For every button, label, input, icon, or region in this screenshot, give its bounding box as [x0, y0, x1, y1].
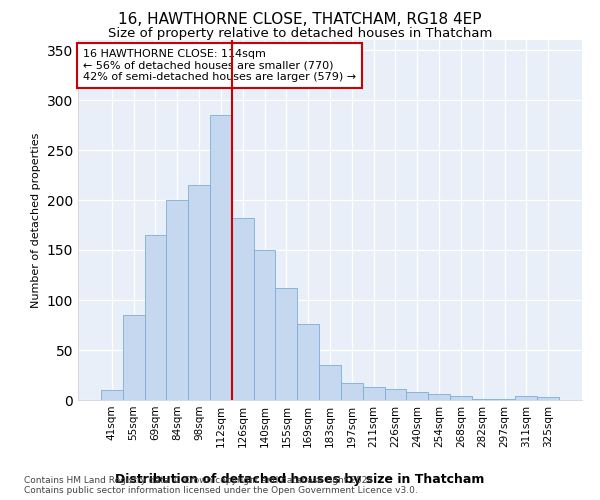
Y-axis label: Number of detached properties: Number of detached properties: [31, 132, 41, 308]
Bar: [123, 315, 145, 400]
Text: Distribution of detached houses by size in Thatcham: Distribution of detached houses by size …: [115, 472, 485, 486]
Bar: [145, 235, 166, 400]
Bar: [537, 397, 559, 400]
Bar: [210, 115, 232, 400]
Bar: [101, 390, 123, 400]
Bar: [515, 396, 537, 400]
Text: 16 HAWTHORNE CLOSE: 114sqm
← 56% of detached houses are smaller (770)
42% of sem: 16 HAWTHORNE CLOSE: 114sqm ← 56% of deta…: [83, 49, 356, 82]
Bar: [232, 218, 254, 400]
Bar: [275, 288, 297, 400]
Text: 16, HAWTHORNE CLOSE, THATCHAM, RG18 4EP: 16, HAWTHORNE CLOSE, THATCHAM, RG18 4EP: [118, 12, 482, 28]
Bar: [450, 396, 472, 400]
Bar: [363, 387, 385, 400]
Bar: [166, 200, 188, 400]
Text: Contains HM Land Registry data © Crown copyright and database right 2024.
Contai: Contains HM Land Registry data © Crown c…: [24, 476, 418, 495]
Bar: [472, 399, 494, 400]
Bar: [319, 365, 341, 400]
Bar: [494, 399, 515, 400]
Bar: [385, 389, 406, 400]
Bar: [341, 383, 363, 400]
Bar: [254, 250, 275, 400]
Bar: [406, 392, 428, 400]
Bar: [188, 185, 210, 400]
Text: Size of property relative to detached houses in Thatcham: Size of property relative to detached ho…: [108, 28, 492, 40]
Bar: [428, 394, 450, 400]
Bar: [297, 324, 319, 400]
